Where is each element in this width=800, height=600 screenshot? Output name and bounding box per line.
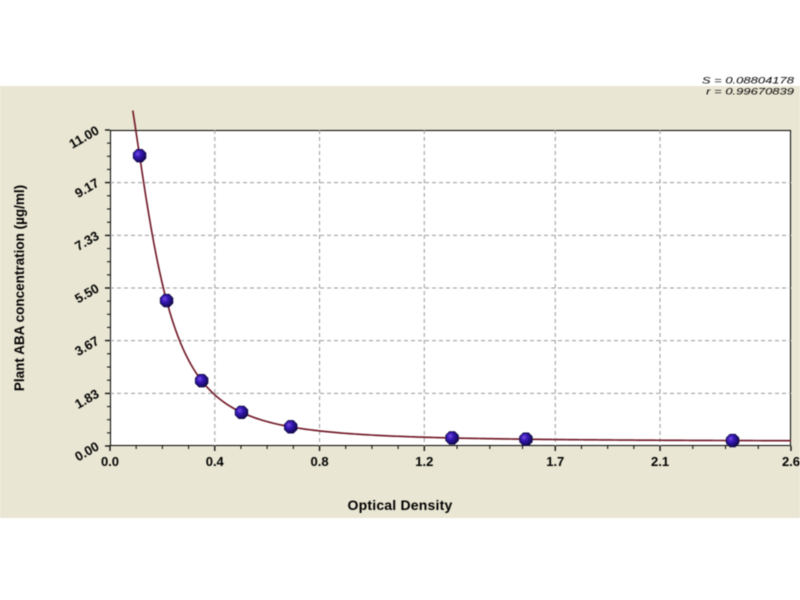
svg-text:1.83: 1.83 — [72, 386, 101, 412]
svg-text:1.7: 1.7 — [546, 454, 564, 469]
svg-text:5.50: 5.50 — [72, 281, 101, 307]
svg-text:1.2: 1.2 — [415, 454, 433, 469]
svg-text:0.8: 0.8 — [311, 454, 329, 469]
svg-text:7.33: 7.33 — [72, 228, 101, 254]
svg-text:0.00: 0.00 — [72, 439, 101, 465]
svg-text:3.67: 3.67 — [72, 333, 101, 359]
svg-text:0.0: 0.0 — [101, 454, 119, 469]
svg-text:2.1: 2.1 — [651, 454, 669, 469]
svg-text:9.17: 9.17 — [72, 175, 101, 201]
svg-text:0.4: 0.4 — [206, 454, 225, 469]
svg-text:2.6: 2.6 — [782, 454, 800, 469]
svg-text:11.00: 11.00 — [66, 123, 101, 152]
